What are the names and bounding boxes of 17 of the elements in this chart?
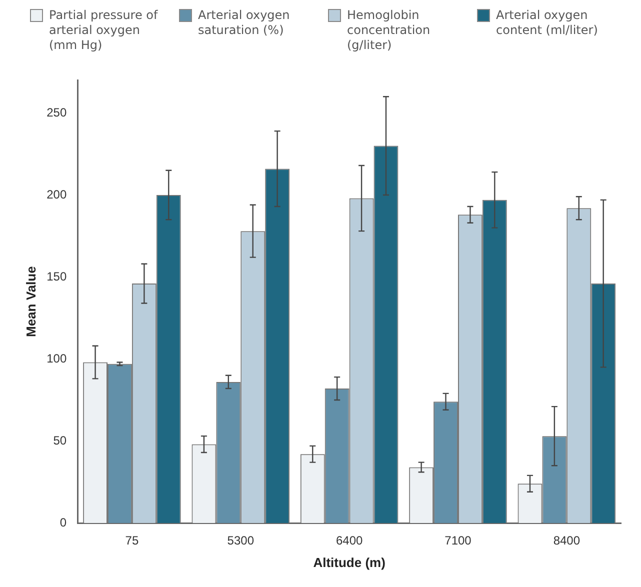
y-axis-title: Mean Value <box>23 266 38 338</box>
legend-label: Arterial oxygen saturation (%) <box>198 8 291 38</box>
x-axis-title: Altitude (m) <box>313 554 386 570</box>
legend-label: Partial pressure of arterial oxygen (mm Hg) <box>49 8 159 53</box>
x-tick-label: 8400 <box>553 534 580 548</box>
y-tick-label: 150 <box>46 269 67 284</box>
y-tick-label: 200 <box>46 187 67 202</box>
legend-label: Hemoglobin concentration (g/liter) <box>347 8 432 53</box>
x-tick-label: 75 <box>125 534 139 548</box>
x-tick-label: 5300 <box>227 534 254 548</box>
y-tick-label: 50 <box>53 433 67 448</box>
x-tick-label: 7100 <box>444 534 472 548</box>
x-tick-label: 6400 <box>336 534 363 548</box>
y-tick-label: 250 <box>46 105 67 120</box>
y-tick-label: 0 <box>60 515 67 530</box>
y-tick-label: 100 <box>46 351 67 366</box>
legend-label: Arterial oxygen content (ml/liter) <box>496 8 599 38</box>
